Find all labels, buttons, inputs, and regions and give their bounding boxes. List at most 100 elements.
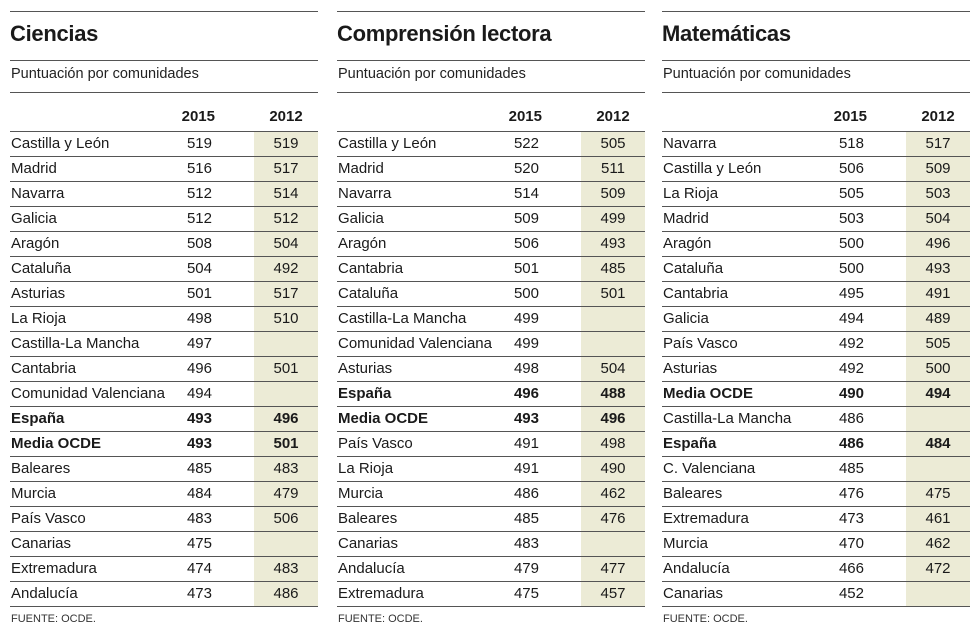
score-2015: 497 [186,335,212,352]
score-table: Castilla y León 519 519 Madrid 516 517 Navarra… [10,131,318,607]
table-row: Cataluña 500 493 [662,257,970,282]
table-row: Andalucía 473 486 [10,582,318,607]
region-name: País Vasco [11,510,86,527]
score-2012: 503 [925,185,951,202]
table-row: Castilla y León 519 519 [10,132,318,157]
score-2015: 522 [513,135,539,152]
divider [10,60,318,61]
table-row: España 493 496 [10,407,318,432]
score-2015: 494 [186,385,212,402]
region-name: Aragón [663,235,712,252]
table-row: Comunidad Valenciana 494 [10,382,318,407]
score-2015: 504 [186,260,212,277]
table-row: Cantabria 501 485 [337,257,645,282]
table-header: 2015 2012 [662,108,970,130]
score-2012: 500 [925,360,951,377]
score-2015: 501 [186,285,212,302]
region-name: Extremadura [338,585,424,602]
table-row: Extremadura 475 457 [337,582,645,607]
score-2015: 483 [513,535,539,552]
region-name: Andalucía [663,560,730,577]
table-header: 2015 2012 [10,108,318,130]
score-2015: 486 [838,410,864,427]
score-2012: 493 [925,260,951,277]
score-2015: 505 [838,185,864,202]
region-name: Galicia [663,310,709,327]
region-name: Murcia [11,485,57,502]
score-2012: 501 [273,435,299,452]
table-row: Madrid 516 517 [10,157,318,182]
header-2015: 2015 [833,108,867,125]
score-2015: 491 [513,435,539,452]
score-2012: 505 [600,135,626,152]
score-2012: 509 [925,160,951,177]
divider [662,60,970,61]
table-row: Madrid 520 511 [337,157,645,182]
table-row: Galicia 512 512 [10,207,318,232]
table-row: Castilla y León 522 505 [337,132,645,157]
region-name: Media OCDE [11,435,102,452]
score-2015: 520 [513,160,539,177]
score-2015: 493 [186,435,212,452]
table-row: Murcia 486 462 [337,482,645,507]
region-name: La Rioja [338,460,394,477]
region-name: Canarias [338,535,399,552]
score-2015: 495 [838,285,864,302]
region-name: Madrid [11,160,57,177]
divider [662,11,970,12]
region-name: Navarra [11,185,65,202]
region-name: Comunidad Valenciana [338,335,492,352]
region-name: Navarra [663,135,717,152]
panel-subtitle: Puntuación por comunidades [663,66,851,82]
score-2012: 504 [273,235,299,252]
score-2012: 498 [600,435,626,452]
region-name: Castilla-La Mancha [663,410,792,427]
score-2015: 452 [838,585,864,602]
region-name: Comunidad Valenciana [11,385,165,402]
score-2015: 496 [513,385,539,402]
score-2015: 491 [513,460,539,477]
table-row: Extremadura 474 483 [10,557,318,582]
score-2012: 461 [925,510,951,527]
score-2012: 501 [273,360,299,377]
region-name: Asturias [663,360,718,377]
score-2012: 510 [273,310,299,327]
score-2015: 479 [513,560,539,577]
score-2015: 475 [513,585,539,602]
region-name: Navarra [338,185,392,202]
table-row: Castilla-La Mancha 499 [337,307,645,332]
region-name: País Vasco [663,335,738,352]
header-2012: 2012 [596,108,630,125]
table-row: Madrid 503 504 [662,207,970,232]
score-2012: 476 [600,510,626,527]
score-2012: 496 [925,235,951,252]
score-2015: 503 [838,210,864,227]
score-2012: 517 [925,135,951,152]
region-name: País Vasco [338,435,413,452]
region-name: Andalucía [11,585,78,602]
score-2015: 516 [186,160,212,177]
score-2015: 494 [838,310,864,327]
score-2015: 473 [186,585,212,602]
region-name: Extremadura [11,560,97,577]
region-name: Castilla-La Mancha [11,335,140,352]
score-2015: 498 [186,310,212,327]
panel-subtitle: Puntuación por comunidades [11,66,199,82]
region-name: Castilla y León [663,160,762,177]
region-name: Extremadura [663,510,749,527]
region-name: Canarias [11,535,72,552]
score-2015: 473 [838,510,864,527]
table-row: C. Valenciana 485 [662,457,970,482]
region-name: Aragón [11,235,60,252]
score-2015: 506 [838,160,864,177]
table-row: País Vasco 492 505 [662,332,970,357]
table-row: Andalucía 479 477 [337,557,645,582]
score-2012: 504 [600,360,626,377]
table-row: Castilla y León 506 509 [662,157,970,182]
score-2015: 501 [513,260,539,277]
table-row: Baleares 485 483 [10,457,318,482]
table-row: Cataluña 504 492 [10,257,318,282]
table-row: La Rioja 498 510 [10,307,318,332]
score-2012: 494 [925,385,951,402]
region-name: Baleares [338,510,398,527]
